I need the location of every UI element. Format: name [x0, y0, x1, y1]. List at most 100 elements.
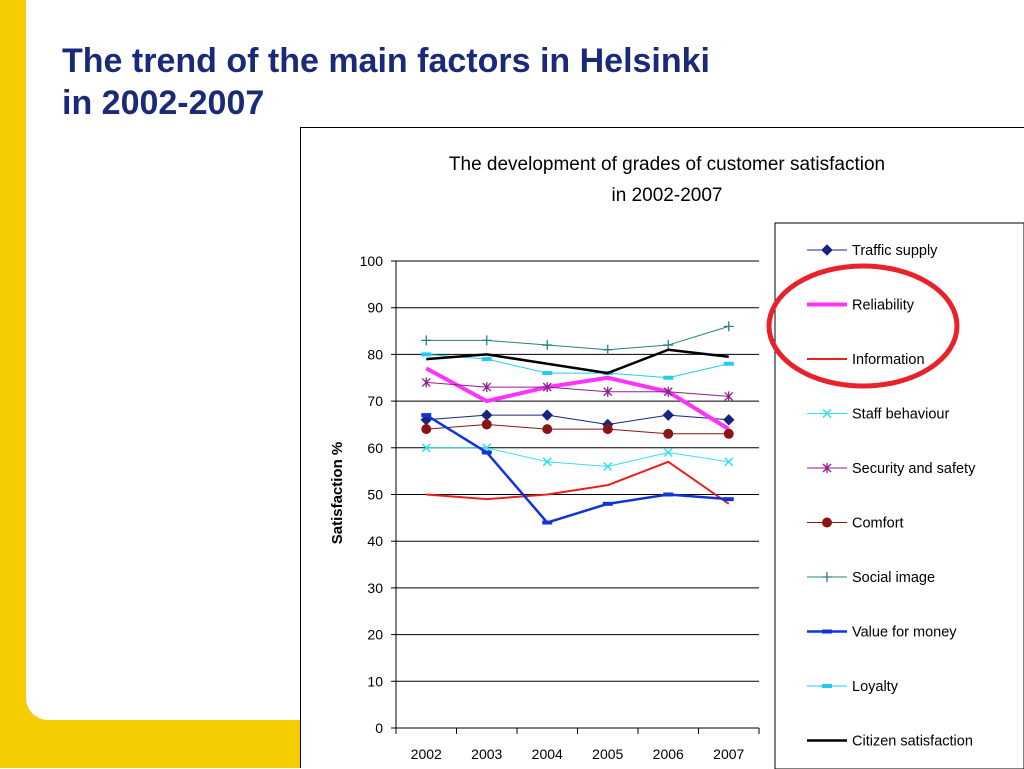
legend-label: Value for money	[852, 625, 957, 641]
legend-item-loyalty: Loyalty	[807, 679, 899, 695]
legend-item-comfort: Comfort	[807, 516, 904, 532]
y-tick-label: 40	[367, 533, 383, 549]
series-staff-behaviour	[421, 443, 734, 472]
legend-label: Security and safety	[852, 461, 976, 477]
series-traffic-supply	[420, 409, 735, 431]
data-point-marker	[822, 572, 832, 582]
legend-label: Social image	[852, 570, 935, 586]
series-line	[425, 414, 729, 524]
reliability-highlight-circle	[766, 263, 960, 389]
data-point-marker	[602, 424, 613, 435]
y-axis-label: Satisfaction %	[329, 442, 346, 545]
series-value-for-money	[421, 413, 734, 525]
series-line	[426, 423, 729, 435]
data-point-marker	[822, 684, 832, 688]
data-point-marker	[481, 409, 493, 421]
y-tick-label: 30	[367, 580, 383, 596]
x-tick-label: 2003	[471, 746, 502, 762]
data-point-marker	[603, 461, 613, 472]
series-reliability	[425, 366, 730, 431]
data-point-marker	[481, 357, 492, 362]
legend-label: Reliability	[852, 298, 915, 314]
data-point-marker	[822, 629, 832, 634]
data-point-marker	[822, 463, 832, 473]
y-tick-label: 60	[367, 440, 383, 456]
legend-label: Staff behaviour	[852, 407, 949, 423]
series-comfort	[421, 419, 734, 439]
data-point-marker	[541, 409, 553, 421]
data-point-marker	[542, 340, 553, 351]
data-point-marker	[723, 414, 735, 426]
series-line	[426, 381, 729, 397]
x-tick-label: 2007	[713, 746, 744, 762]
x-tick-label: 2002	[411, 746, 442, 762]
data-point-marker	[723, 321, 734, 332]
axes	[391, 260, 760, 734]
legend-item-value-for-money: Value for money	[807, 625, 957, 641]
data-point-marker	[723, 497, 734, 502]
y-tick-label: 10	[367, 673, 383, 689]
y-tick-label: 100	[360, 253, 384, 269]
series-line	[426, 447, 729, 467]
y-tick-label: 20	[367, 627, 383, 643]
legend-item-reliability: Reliability	[807, 298, 915, 314]
y-tick-label: 90	[367, 300, 383, 316]
slide-title: The trend of the main factors in Helsink…	[62, 42, 710, 122]
legend-item-citizen-satisfaction: Citizen satisfaction	[807, 734, 973, 750]
legend-items: Traffic supply Reliability Information Staf…	[807, 243, 976, 750]
series-line	[426, 348, 729, 375]
line-chart: The development of grades of customer sa…	[329, 154, 1024, 769]
series-lines	[420, 321, 735, 525]
legend-label: Comfort	[852, 516, 904, 532]
y-tick-label: 80	[367, 346, 383, 362]
data-point-marker	[663, 492, 674, 497]
gridlines	[396, 260, 759, 682]
legend-item-social-image: Social image	[807, 570, 935, 586]
data-point-marker	[421, 377, 431, 388]
data-point-marker	[542, 520, 553, 525]
x-tick-label: 2004	[532, 746, 563, 762]
data-point-marker	[723, 428, 734, 439]
data-point-marker	[421, 352, 432, 357]
y-tick-labels: 0 10 20 30 40 50 60 70 80 90 100	[360, 253, 384, 736]
chart-title-line-2: in 2002-2007	[612, 185, 723, 206]
series-line	[426, 414, 729, 425]
x-tick-labels: 2002 2003 2004 2005 2006 2007	[411, 746, 745, 762]
legend-item-information: Information	[807, 352, 925, 368]
data-point-marker	[821, 244, 833, 256]
data-point-marker	[663, 375, 674, 380]
data-point-marker	[723, 361, 734, 366]
data-point-marker	[482, 382, 492, 393]
data-point-marker	[542, 424, 553, 435]
series-security-and-safety	[421, 377, 734, 402]
data-point-marker	[421, 335, 432, 346]
legend-item-staff-behaviour: Staff behaviour	[807, 407, 949, 423]
data-point-marker	[421, 443, 431, 453]
data-point-marker	[822, 408, 832, 419]
data-point-marker	[542, 371, 553, 376]
y-tick-label: 50	[367, 487, 383, 503]
legend-box	[774, 222, 1024, 769]
legend-label: Information	[852, 352, 925, 368]
data-point-marker	[603, 386, 613, 397]
data-point-marker	[421, 424, 432, 435]
data-point-marker	[724, 391, 734, 402]
data-point-marker	[481, 419, 492, 430]
data-point-marker	[663, 386, 673, 397]
series-social-image	[421, 321, 734, 355]
series-citizen-satisfaction	[426, 348, 729, 375]
chart-frame: The development of grades of customer sa…	[300, 127, 1024, 769]
data-point-marker	[663, 428, 674, 439]
series-line	[426, 353, 729, 379]
data-point-marker	[602, 344, 613, 355]
data-point-marker	[542, 382, 552, 393]
series-line	[426, 460, 730, 505]
chart-title-line-1: The development of grades of customer sa…	[449, 154, 885, 175]
data-point-marker	[542, 457, 552, 467]
data-point-marker	[421, 413, 432, 418]
x-tick-label: 2005	[592, 746, 623, 762]
data-point-marker	[724, 457, 734, 467]
y-tick-label: 0	[375, 720, 383, 736]
legend-item-security-and-safety: Security and safety	[807, 461, 976, 477]
data-point-marker	[822, 517, 832, 528]
